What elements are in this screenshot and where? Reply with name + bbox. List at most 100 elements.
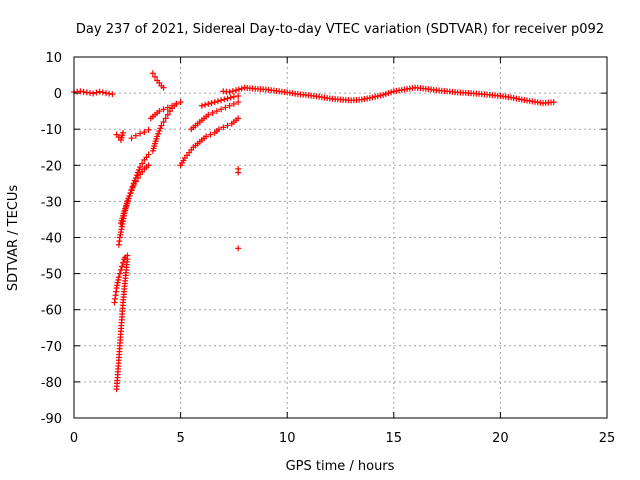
data-point	[230, 93, 237, 100]
data-point	[173, 100, 180, 107]
data-point	[158, 122, 165, 129]
data-point	[137, 130, 144, 137]
data-point	[235, 92, 242, 99]
data-point	[550, 99, 557, 106]
data-point	[125, 195, 132, 202]
data-point	[160, 118, 167, 125]
series-arc-m	[198, 92, 242, 109]
data-point	[202, 101, 209, 108]
data-point	[156, 128, 163, 135]
data-point	[124, 252, 131, 259]
data-point	[372, 93, 379, 100]
data-point	[235, 169, 242, 176]
y-tick-label: -20	[41, 159, 62, 174]
data-point	[233, 87, 240, 94]
series-arc-l	[188, 99, 242, 133]
y-tick-label: 10	[45, 51, 62, 66]
data-point	[385, 90, 392, 97]
data-point	[126, 192, 133, 199]
data-point	[149, 70, 156, 77]
data-point	[164, 104, 171, 111]
data-point	[160, 84, 167, 91]
data-point	[130, 182, 137, 189]
data-point	[99, 89, 106, 96]
data-point	[229, 88, 236, 95]
data-point	[115, 274, 122, 281]
data-point	[117, 266, 124, 273]
x-tick-label: 5	[176, 431, 184, 446]
data-point	[177, 99, 184, 106]
data-point	[235, 99, 242, 106]
y-tick-label: -30	[41, 195, 62, 210]
data-point	[145, 126, 152, 133]
data-point	[154, 133, 161, 140]
data-point	[235, 86, 242, 93]
data-point	[129, 184, 136, 191]
data-point	[224, 122, 231, 129]
data-point	[230, 100, 237, 107]
x-tick-label: 15	[386, 431, 403, 446]
data-point	[137, 164, 144, 171]
data-point	[235, 245, 242, 252]
data-point	[226, 89, 233, 96]
series-arc-n	[235, 165, 242, 252]
y-tick-label: -70	[41, 340, 62, 355]
data-point	[96, 88, 103, 95]
data-point	[124, 198, 131, 205]
data-point	[90, 90, 97, 97]
data-point	[215, 126, 222, 133]
data-point	[164, 111, 171, 118]
data-point	[238, 85, 245, 92]
data-point	[214, 98, 221, 105]
data-point	[145, 162, 152, 169]
y-tick-labels: 10 0 -10 -20 -30 -40 -50 -60 -70 -80 -90	[41, 51, 62, 427]
data-point	[218, 106, 225, 113]
series-arc-k	[177, 115, 242, 169]
data-point	[377, 92, 384, 99]
data-point	[128, 135, 135, 142]
data-points	[71, 70, 557, 393]
data-point	[374, 93, 381, 100]
data-point	[120, 259, 127, 266]
data-point	[128, 187, 135, 194]
series-arc-b	[113, 129, 127, 144]
data-point	[156, 108, 163, 115]
data-point	[220, 124, 227, 131]
data-point	[235, 115, 242, 122]
data-point	[203, 133, 210, 140]
data-point	[211, 99, 218, 106]
data-point	[109, 91, 116, 98]
data-point	[141, 129, 148, 136]
data-point	[131, 177, 138, 184]
x-tick-label: 0	[70, 431, 78, 446]
x-axis-label: GPS time / hours	[286, 459, 395, 474]
data-point	[127, 190, 134, 197]
series-arc-g	[111, 252, 131, 306]
data-point	[120, 129, 127, 136]
data-point	[118, 263, 125, 270]
data-point	[388, 89, 395, 96]
data-point	[380, 91, 387, 98]
y-tick-label: -80	[41, 376, 62, 391]
chart-title: Day 237 of 2021, Sidereal Day-to-day VTE…	[76, 22, 604, 37]
data-point	[132, 178, 139, 185]
series-arc-c	[128, 126, 152, 142]
series-arc-a	[71, 88, 116, 98]
data-point	[205, 100, 212, 107]
data-point	[145, 151, 152, 158]
x-tick-labels: 0 5 10 15 20 25	[70, 431, 615, 446]
data-point	[198, 102, 205, 109]
data-point	[139, 160, 146, 167]
data-point	[157, 125, 164, 132]
data-point	[116, 270, 123, 277]
y-tick-label: -10	[41, 123, 62, 138]
data-point	[169, 102, 176, 109]
data-point	[218, 97, 225, 104]
data-point	[207, 131, 214, 138]
y-tick-label: 0	[54, 87, 62, 102]
x-tick-label: 10	[279, 431, 296, 446]
series-arc-f	[113, 256, 131, 393]
data-point	[209, 109, 216, 116]
data-point	[369, 94, 376, 101]
